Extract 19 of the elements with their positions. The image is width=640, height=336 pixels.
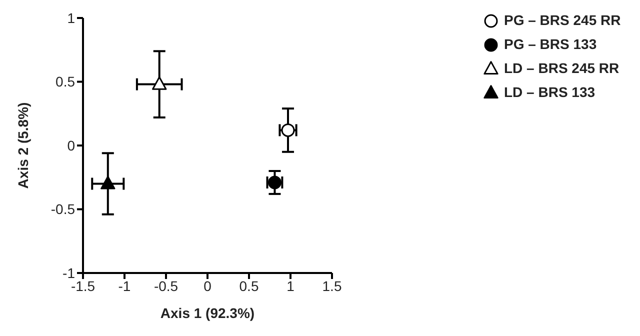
point — [152, 76, 167, 90]
x-axis-title: Axis 1 (92.3%) — [160, 305, 255, 321]
y-axis-title: Axis 2 (5.8%) — [14, 102, 31, 189]
y-tick-label: 0.5 — [56, 74, 76, 90]
point — [281, 123, 295, 137]
legend-label: PG – BRS 133 — [504, 35, 597, 54]
point — [100, 176, 116, 190]
legend-label: LD – BRS 133 — [504, 83, 596, 102]
legend-label: PG – BRS 245 RR — [504, 11, 621, 30]
x-tick-label: 0 — [204, 278, 212, 294]
y-tick-label: 1 — [67, 10, 76, 26]
x-tick-label: -1 — [118, 278, 131, 294]
legend-label: LD – BRS 245 RR — [504, 59, 620, 78]
x-tick-label: 1 — [286, 278, 295, 294]
x-tick-label: 0.5 — [239, 278, 259, 294]
y-tick-label: -0.5 — [50, 201, 76, 218]
x-tick-label: -0.5 — [154, 278, 178, 294]
y-tick-label: 0 — [67, 137, 76, 154]
x-tick-label: 1.5 — [322, 278, 342, 294]
